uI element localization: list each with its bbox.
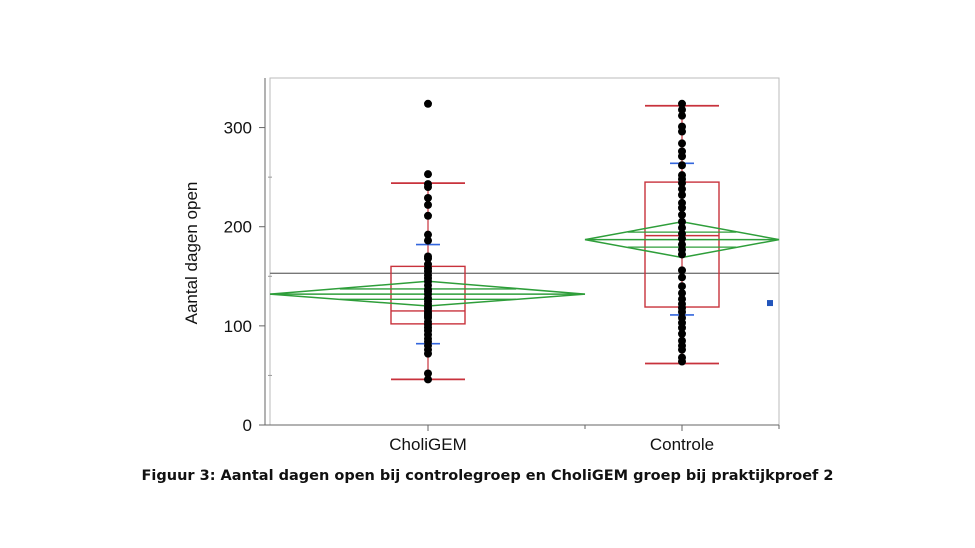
data-point <box>678 345 686 354</box>
data-point <box>678 323 686 332</box>
data-point <box>424 170 432 179</box>
data-point <box>678 289 686 298</box>
x-category-label: CholiGEM <box>389 435 466 454</box>
data-point <box>424 183 432 192</box>
data-point <box>678 161 686 170</box>
data-point <box>678 105 686 114</box>
data-point <box>678 266 686 275</box>
y-tick-label: 200 <box>224 218 252 237</box>
x-ticks: CholiGEM Controle <box>389 425 780 454</box>
data-point <box>678 223 686 232</box>
data-point <box>424 369 432 378</box>
data-point <box>678 217 686 226</box>
data-point <box>678 273 686 282</box>
data-point <box>678 152 686 161</box>
x-category-label: Controle <box>650 435 714 454</box>
data-point <box>678 185 686 194</box>
data-point <box>678 111 686 120</box>
data-point <box>678 250 686 259</box>
data-point <box>678 357 686 366</box>
data-point <box>678 282 686 291</box>
y-tick-label: 100 <box>224 317 252 336</box>
plot-frame <box>269 77 780 426</box>
extra-marker <box>767 300 773 307</box>
y-tick-label: 300 <box>224 119 252 138</box>
data-point <box>424 200 432 209</box>
data-point <box>424 211 432 220</box>
data-point <box>424 230 432 239</box>
data-point <box>424 193 432 202</box>
data-point <box>678 127 686 136</box>
y-ticks: 0 100 200 300 <box>224 119 272 435</box>
figure-caption: Figuur 3: Aantal dagen open bij controle… <box>141 468 834 484</box>
chart-marks <box>269 99 780 384</box>
data-point <box>424 349 432 358</box>
data-point <box>424 254 432 263</box>
data-point <box>678 329 686 338</box>
data-point <box>678 99 686 108</box>
data-point <box>424 236 432 245</box>
data-point <box>678 139 686 148</box>
data-point <box>424 375 432 384</box>
data-point <box>424 99 432 108</box>
data-point <box>678 234 686 243</box>
y-axis-title: Aantal dagen open <box>182 182 201 325</box>
data-point <box>678 190 686 199</box>
data-point <box>678 179 686 188</box>
y-tick-label: 0 <box>243 416 252 435</box>
data-point <box>678 203 686 212</box>
data-point <box>678 210 686 219</box>
data-point <box>678 307 686 316</box>
